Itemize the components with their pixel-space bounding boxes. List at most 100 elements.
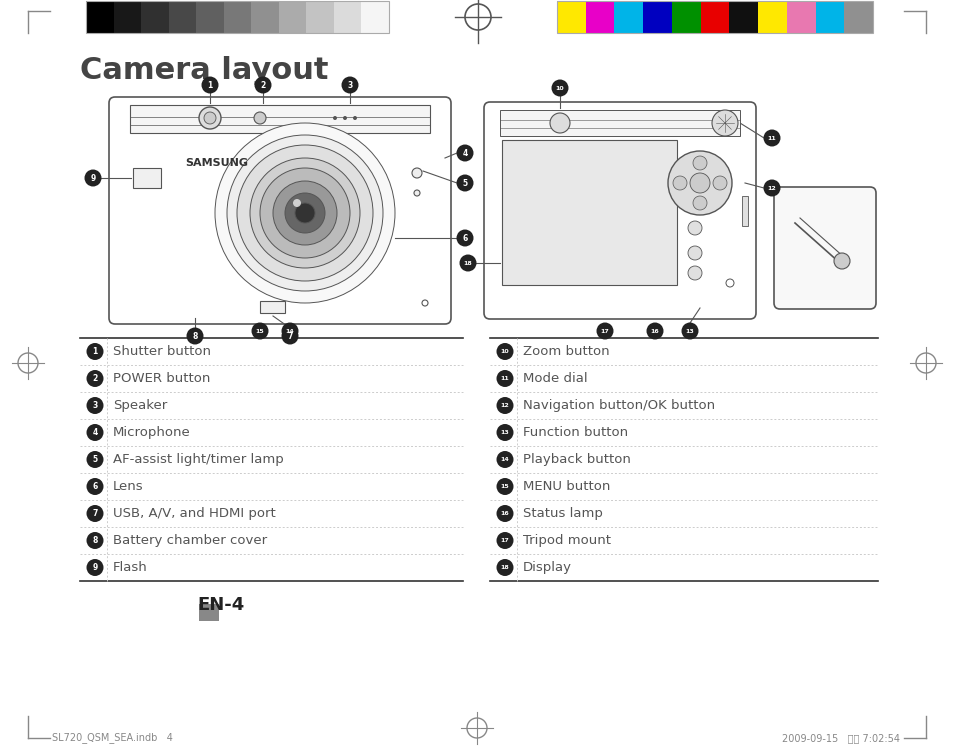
Text: 4: 4 bbox=[462, 148, 467, 157]
Text: AF-assist light/timer lamp: AF-assist light/timer lamp bbox=[112, 453, 283, 466]
Bar bbox=[130, 105, 430, 133]
Text: Camera layout: Camera layout bbox=[80, 56, 328, 85]
Circle shape bbox=[680, 322, 698, 340]
Text: 3: 3 bbox=[92, 401, 97, 410]
Text: Playback button: Playback button bbox=[522, 453, 630, 466]
Bar bbox=[758, 1, 786, 33]
Text: 6: 6 bbox=[462, 233, 467, 242]
Circle shape bbox=[273, 181, 336, 245]
Bar bbox=[843, 1, 872, 33]
Circle shape bbox=[689, 173, 709, 193]
Text: 10: 10 bbox=[555, 86, 564, 90]
Circle shape bbox=[687, 266, 701, 280]
Circle shape bbox=[281, 328, 298, 345]
Circle shape bbox=[687, 221, 701, 235]
Bar bbox=[86, 1, 113, 33]
Text: MENU button: MENU button bbox=[522, 480, 610, 493]
Bar bbox=[260, 301, 285, 313]
Text: Microphone: Microphone bbox=[112, 426, 191, 439]
Circle shape bbox=[692, 196, 706, 210]
Circle shape bbox=[596, 322, 613, 340]
Text: 15: 15 bbox=[255, 328, 264, 334]
Text: Zoom button: Zoom button bbox=[522, 345, 609, 358]
Text: Status lamp: Status lamp bbox=[522, 507, 602, 520]
Bar bbox=[196, 1, 224, 33]
Text: Tripod mount: Tripod mount bbox=[522, 534, 610, 547]
Text: USB, A/V, and HDMI port: USB, A/V, and HDMI port bbox=[112, 507, 275, 520]
Circle shape bbox=[214, 123, 395, 303]
Text: 14: 14 bbox=[500, 457, 509, 462]
Circle shape bbox=[762, 179, 780, 197]
Bar bbox=[741, 196, 747, 226]
Circle shape bbox=[496, 397, 513, 414]
Bar bbox=[557, 1, 872, 33]
Text: Function button: Function button bbox=[522, 426, 627, 439]
Bar bbox=[671, 1, 700, 33]
Bar bbox=[251, 1, 278, 33]
Circle shape bbox=[294, 203, 314, 223]
Circle shape bbox=[496, 343, 513, 360]
Circle shape bbox=[551, 80, 568, 96]
Circle shape bbox=[281, 322, 298, 340]
Bar bbox=[815, 1, 843, 33]
FancyBboxPatch shape bbox=[483, 102, 755, 319]
Circle shape bbox=[687, 246, 701, 260]
Circle shape bbox=[550, 113, 569, 133]
Circle shape bbox=[762, 130, 780, 147]
Text: 5: 5 bbox=[92, 455, 97, 464]
Circle shape bbox=[186, 328, 203, 345]
Circle shape bbox=[199, 107, 221, 129]
Circle shape bbox=[201, 77, 218, 93]
Text: 11: 11 bbox=[767, 136, 776, 141]
Text: Shutter button: Shutter button bbox=[112, 345, 211, 358]
Circle shape bbox=[260, 168, 350, 258]
Text: 7: 7 bbox=[287, 331, 293, 340]
Circle shape bbox=[414, 190, 419, 196]
Circle shape bbox=[456, 175, 473, 191]
Circle shape bbox=[85, 169, 101, 187]
Circle shape bbox=[285, 193, 325, 233]
Circle shape bbox=[227, 135, 382, 291]
Text: 13: 13 bbox=[500, 430, 509, 435]
Circle shape bbox=[333, 116, 336, 120]
Text: 6: 6 bbox=[92, 482, 97, 491]
Bar bbox=[786, 1, 815, 33]
Circle shape bbox=[496, 370, 513, 387]
Text: Mode dial: Mode dial bbox=[522, 372, 587, 385]
Bar bbox=[700, 1, 729, 33]
Circle shape bbox=[496, 478, 513, 495]
Bar bbox=[141, 1, 169, 33]
Circle shape bbox=[646, 322, 662, 340]
Text: 16: 16 bbox=[500, 511, 509, 516]
Circle shape bbox=[833, 253, 849, 269]
Circle shape bbox=[343, 116, 347, 120]
Circle shape bbox=[692, 156, 706, 170]
Circle shape bbox=[353, 116, 356, 120]
Circle shape bbox=[341, 77, 358, 93]
Circle shape bbox=[667, 151, 731, 215]
Bar bbox=[585, 1, 614, 33]
Text: Battery chamber cover: Battery chamber cover bbox=[112, 534, 267, 547]
Circle shape bbox=[293, 199, 301, 207]
Bar bbox=[199, 604, 219, 621]
Text: 12: 12 bbox=[767, 185, 776, 191]
Text: 13: 13 bbox=[685, 328, 694, 334]
Text: 18: 18 bbox=[500, 565, 509, 570]
Bar bbox=[132, 168, 161, 188]
Circle shape bbox=[496, 532, 513, 549]
Text: 1: 1 bbox=[92, 347, 97, 356]
Bar bbox=[361, 1, 389, 33]
Text: 2: 2 bbox=[92, 374, 97, 383]
Circle shape bbox=[712, 176, 726, 190]
Circle shape bbox=[87, 532, 103, 549]
Text: Lens: Lens bbox=[112, 480, 144, 493]
Text: Display: Display bbox=[522, 561, 572, 574]
Circle shape bbox=[87, 505, 103, 522]
Circle shape bbox=[87, 451, 103, 468]
Bar bbox=[642, 1, 671, 33]
Circle shape bbox=[87, 397, 103, 414]
Text: 8: 8 bbox=[193, 331, 197, 340]
Text: 9: 9 bbox=[92, 563, 97, 572]
Text: 8: 8 bbox=[92, 536, 97, 545]
Circle shape bbox=[236, 145, 373, 281]
